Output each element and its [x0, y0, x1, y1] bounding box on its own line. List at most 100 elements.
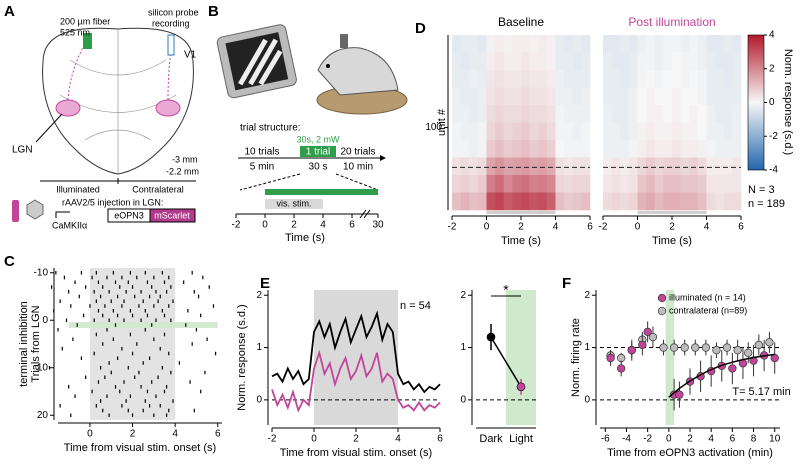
heat-cell — [620, 35, 630, 53]
heat-cell — [628, 157, 638, 176]
y-tick-label: -10 — [34, 267, 49, 278]
heat-cell — [689, 87, 699, 106]
heat-cell — [689, 122, 699, 141]
heat-cell — [689, 192, 699, 211]
y-tick-label: 1 — [584, 342, 590, 353]
heat-cell — [495, 175, 505, 193]
stim-period — [314, 290, 398, 425]
heat-cell — [503, 105, 513, 123]
heat-cell — [732, 87, 742, 106]
heat-cell — [620, 175, 630, 193]
heat-cell — [715, 140, 725, 158]
x-tick-label: 4 — [553, 222, 559, 233]
heat-cell — [715, 35, 725, 53]
heat-cell — [689, 175, 699, 193]
heat-cell — [672, 175, 681, 193]
x-axis-label: Time (s) — [501, 235, 541, 247]
heat-cell — [495, 105, 505, 123]
heat-cell — [564, 87, 574, 106]
heat-cell — [572, 140, 582, 158]
heat-cell — [654, 175, 664, 193]
panel-a: A 200 µm fiber 525 nm silicon probe reco… — [4, 3, 199, 230]
mouse — [316, 34, 408, 115]
y-tick-label: 2 — [584, 290, 590, 301]
heat-cell — [469, 70, 479, 88]
panel-label: A — [4, 3, 15, 20]
x-tick-label: 2 — [130, 429, 136, 440]
heat-cell — [452, 70, 461, 88]
x-tick-label: -6 — [601, 434, 610, 445]
heat-cell — [521, 87, 530, 106]
panel-label: D — [415, 20, 426, 37]
x-axis-label: Time (s) — [652, 235, 692, 247]
heat-cell — [538, 105, 548, 123]
heat-cell — [732, 52, 742, 71]
heat-cell — [697, 157, 707, 176]
heat-cell — [663, 105, 673, 123]
heat-cell — [715, 122, 725, 141]
heat-cell — [452, 192, 461, 211]
x-tick-label: -2 — [232, 220, 241, 231]
heat-cell — [723, 157, 733, 176]
heat-cell — [469, 175, 479, 193]
heat-cell — [732, 157, 742, 176]
heat-cell — [637, 140, 647, 158]
block-duration: 30 s — [309, 162, 328, 173]
heat-cell — [512, 105, 522, 123]
heat-cell — [715, 157, 725, 176]
heat-cell — [654, 105, 664, 123]
heatmap-title: Post illumination — [628, 15, 715, 29]
heat-cell — [469, 140, 479, 158]
point — [744, 348, 753, 357]
heat-cell — [512, 192, 522, 211]
heat-cell — [546, 35, 556, 53]
heat-cell — [503, 87, 513, 106]
heat-cell — [715, 52, 725, 71]
heat-cell — [680, 140, 690, 158]
heat-cell — [628, 87, 638, 106]
point — [712, 346, 721, 355]
heat-cell — [697, 140, 707, 158]
heat-cell — [452, 140, 461, 158]
heat-cell — [628, 192, 638, 211]
heat-cell — [503, 52, 513, 71]
heat-cell — [495, 87, 505, 106]
x-tick-label: 6 — [349, 220, 355, 231]
panel-label: F — [562, 275, 571, 292]
promoter-label: CaMKIIα — [52, 220, 87, 230]
heat-cell — [646, 140, 656, 158]
heat-cell — [555, 140, 565, 158]
heat-cell — [637, 105, 647, 123]
heat-cell — [512, 157, 522, 176]
heat-cell — [637, 122, 647, 141]
heat-cell — [706, 87, 716, 106]
heat-cell — [469, 157, 479, 176]
heat-cell — [495, 122, 505, 141]
heat-cell — [581, 157, 591, 176]
heat-cell — [723, 35, 733, 53]
heat-cell — [564, 140, 574, 158]
heat-cell — [628, 122, 638, 141]
light-label: 30s, 2 mW — [296, 134, 340, 144]
heat-cell — [486, 105, 496, 123]
point — [486, 332, 496, 342]
heat-cell — [555, 87, 565, 106]
heat-cell — [723, 52, 733, 71]
heat-cell — [572, 122, 582, 141]
promoter-arrow — [55, 211, 70, 218]
heat-cell — [572, 192, 582, 211]
heat-cell — [460, 140, 470, 158]
heat-cell — [672, 70, 681, 88]
heat-cell — [628, 35, 638, 53]
heat-cell — [611, 192, 621, 211]
heat-cell — [663, 122, 673, 141]
heat-cell — [723, 122, 733, 141]
heat-cell — [555, 70, 565, 88]
heat-cell — [611, 105, 621, 123]
lgn-pointer — [35, 113, 63, 143]
heat-cell — [672, 140, 681, 158]
heat-cell — [452, 122, 461, 141]
heat-cell — [469, 35, 479, 53]
heat-cell — [581, 70, 591, 88]
